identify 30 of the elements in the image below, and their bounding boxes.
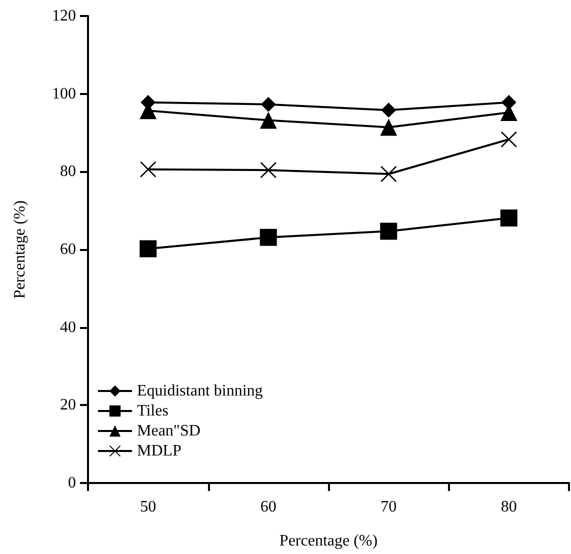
point (380, 222, 398, 240)
y-tick-label: 100 (52, 85, 76, 102)
point (381, 102, 396, 118)
y-tick-label: 80 (60, 163, 76, 180)
y-tick-label: 0 (68, 474, 76, 492)
point (380, 166, 397, 182)
y-tick-label: 120 (52, 8, 76, 24)
y-axis-title: Percentage (%) (12, 200, 28, 299)
x-tick-label: 60 (260, 498, 276, 516)
x-tick-label: 70 (380, 498, 397, 516)
y-tick-label: 20 (60, 396, 76, 414)
point (260, 228, 277, 246)
point (260, 162, 276, 178)
point (500, 209, 518, 226)
point (500, 131, 517, 148)
point (260, 96, 276, 112)
y-tick-label: 40 (60, 318, 76, 336)
point (140, 161, 156, 178)
x-axis-title: Percentage (%) (279, 532, 378, 550)
point (501, 94, 516, 110)
legend-label: Equidistant binning (137, 382, 263, 400)
legend-label: Tiles (137, 402, 168, 420)
x-tick-label: 50 (140, 498, 156, 516)
point (380, 118, 398, 136)
x-tick-label: 80 (500, 498, 517, 516)
point (260, 112, 277, 129)
point (140, 240, 157, 258)
legend-label: Mean"SD (137, 422, 200, 440)
y-tick-label: 60 (60, 241, 76, 258)
legend-label: MDLP (137, 442, 182, 460)
